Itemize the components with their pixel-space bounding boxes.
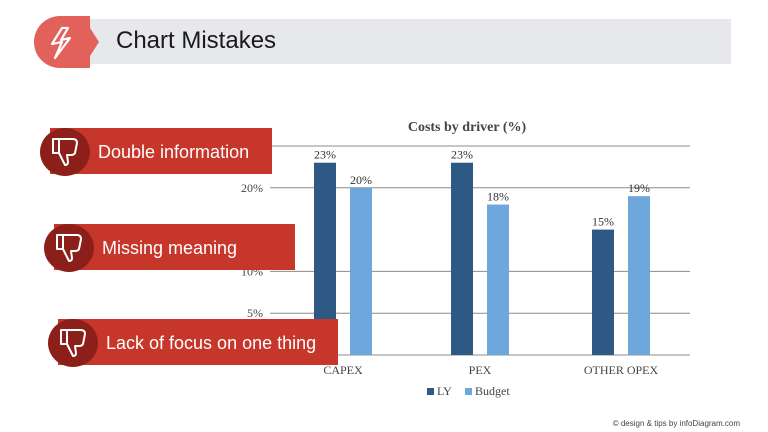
data-label: 23% [314,148,336,162]
callout-lack-of-focus: Lack of focus on one thing [48,319,338,367]
data-label: 23% [451,148,473,162]
callout-label: Missing meaning [102,238,238,258]
title-badge [34,16,99,68]
bar-ly-pex [451,162,473,355]
x-tick-label: OTHER OPEX [584,363,659,377]
data-label: 15% [592,215,614,229]
y-tick-label: 20% [241,181,263,195]
callout-label: Double information [98,142,250,162]
chart-title: Costs by driver (%) [408,120,527,135]
x-tick-label: CAPEX [323,363,363,377]
footer-credit: © design & tips by infoDiagram.com [612,419,740,428]
data-label: 18% [487,190,509,204]
bar-ly-other-opex [592,229,614,355]
callout-double-information: Double information [40,128,272,176]
callout-missing-meaning: Missing meaning [44,224,295,272]
legend-label: Budget [475,384,510,398]
lightning-icon [50,26,72,60]
title-bar [72,19,731,64]
callout-label: Lack of focus on one thing [106,333,317,353]
y-tick-label: 5% [247,306,263,320]
bar-budget-pex [487,204,509,355]
legend-swatch [465,388,472,395]
thumbs-down-icon [56,234,82,262]
bar-ly-capex [314,162,336,355]
bar-budget-other-opex [628,196,650,355]
legend-swatch [427,388,434,395]
thumbs-down-icon [52,138,78,166]
page-title: Chart Mistakes [116,27,277,54]
data-label: 19% [628,181,650,195]
legend-label: LY [437,384,452,398]
x-tick-label: PEX [469,363,492,377]
data-label: 20% [350,173,372,187]
bar-budget-capex [350,187,372,355]
thumbs-down-icon [60,329,86,357]
